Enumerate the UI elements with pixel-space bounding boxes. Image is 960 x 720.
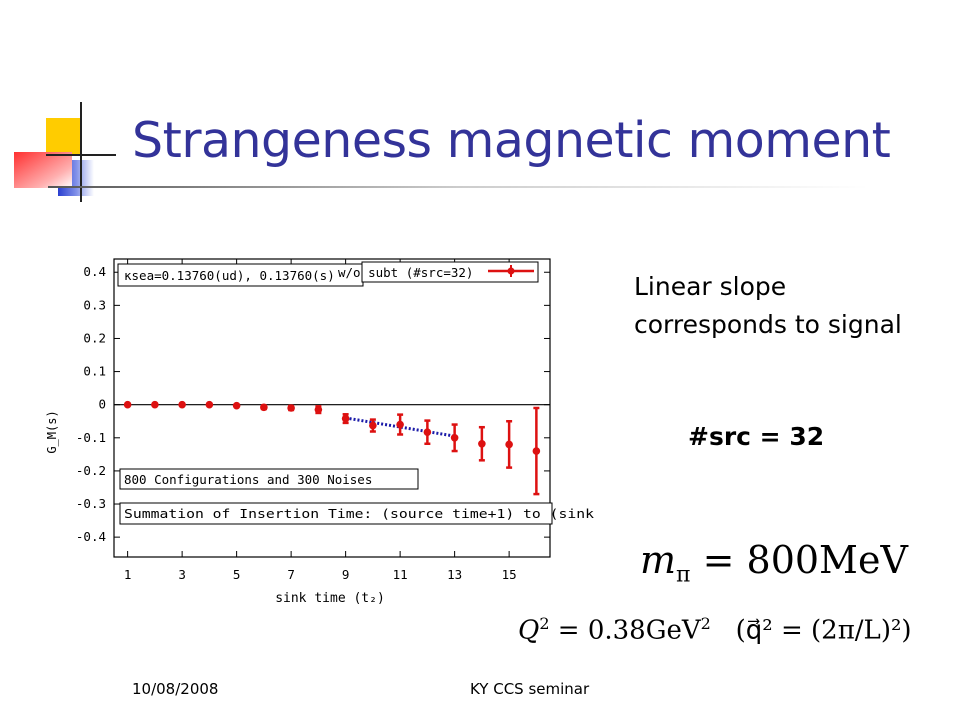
y-tick-label: 0.2 (83, 330, 106, 345)
mpi-value: = 800MeV (702, 538, 908, 582)
red-square (14, 152, 72, 188)
x-tick-label: 1 (124, 567, 132, 582)
data-point (260, 403, 268, 412)
y-tick-label: 0.1 (83, 364, 106, 379)
note-line-1: Linear slope (634, 272, 787, 301)
data-point (123, 400, 132, 409)
slide-title: Strangeness magnetic moment (132, 112, 891, 169)
x-tick-label: 5 (233, 567, 241, 582)
kappa-annotation: κsea=0.13760(ud), 0.13760(s) (124, 268, 335, 283)
footer-seminar: KY CCS seminar (470, 680, 590, 698)
plot-frame (113, 258, 551, 558)
y-tick-label: -0.1 (76, 430, 106, 445)
configs-box (119, 468, 419, 490)
deco-vline (80, 102, 82, 202)
x-tick-label: 11 (393, 567, 408, 582)
y-tick-label: 0.4 (83, 264, 106, 279)
data-point (450, 434, 459, 442)
data-point (478, 439, 486, 448)
data-point (205, 400, 214, 409)
y-tick-label: 0.3 (83, 297, 106, 312)
y-tick-label: -0.4 (76, 529, 106, 544)
data-point (369, 421, 377, 430)
q2-relation: (q⃗² = (2π/L)²) (735, 615, 912, 646)
corner-decoration (0, 0, 140, 210)
data-point (314, 405, 323, 414)
x-tick-label: 3 (178, 567, 186, 582)
y-tick-label: -0.2 (76, 463, 106, 478)
legend-marker (507, 267, 515, 275)
q2-symbol: Q (518, 615, 540, 646)
x-tick-label: 9 (342, 567, 350, 582)
note-line-2: corresponds to signal (634, 310, 902, 339)
yellow-square (46, 118, 82, 154)
x-tick-label: 7 (287, 567, 295, 582)
data-point (532, 447, 541, 455)
pion-mass-formula: mπ = 800MeV (640, 538, 908, 588)
data-point (396, 420, 404, 429)
data-point (423, 428, 432, 436)
q2-exponent: 2 (539, 614, 550, 633)
configs-annotation: 800 Configurations and 300 Noises (124, 472, 372, 487)
legend-box (361, 261, 539, 283)
data-point (341, 414, 350, 423)
data-point (505, 440, 513, 449)
data-point (178, 400, 186, 409)
y-tick-label: -0.3 (76, 496, 106, 511)
data-point (232, 401, 241, 410)
q2-unit-exponent: 2 (700, 614, 711, 633)
x-tick-label: 15 (502, 567, 517, 582)
chart: 0.40.30.20.10-0.1-0.2-0.3-0.4 1 3 5 7 9 11 13 1… (45, 258, 595, 606)
q2-value: = 0.38GeV (557, 615, 701, 646)
title-divider (48, 186, 868, 188)
source-count-label: #src = 32 (688, 422, 825, 451)
data-point (151, 400, 159, 409)
summation-annotation: Summation of Insertion Time: (source tim… (124, 506, 595, 521)
momentum-formula: Q2 = 0.38GeV2 (q⃗² = (2π/L)²) (518, 614, 912, 646)
mpi-subscript: π (676, 562, 691, 588)
data-point (287, 404, 295, 412)
legend-label: w/o subt (#src=32) (338, 265, 473, 280)
fit-line (345, 416, 455, 438)
x-tick-label: 13 (447, 567, 462, 582)
summation-box (119, 502, 553, 525)
footer-date: 10/08/2008 (132, 680, 219, 698)
y-axis-label: G_M(s) (45, 410, 59, 453)
mpi-symbol: m (640, 538, 677, 582)
y-tick-label: 0 (98, 397, 106, 412)
deco-hline (46, 154, 116, 156)
x-axis-label: sink time (t₂) (275, 591, 385, 606)
